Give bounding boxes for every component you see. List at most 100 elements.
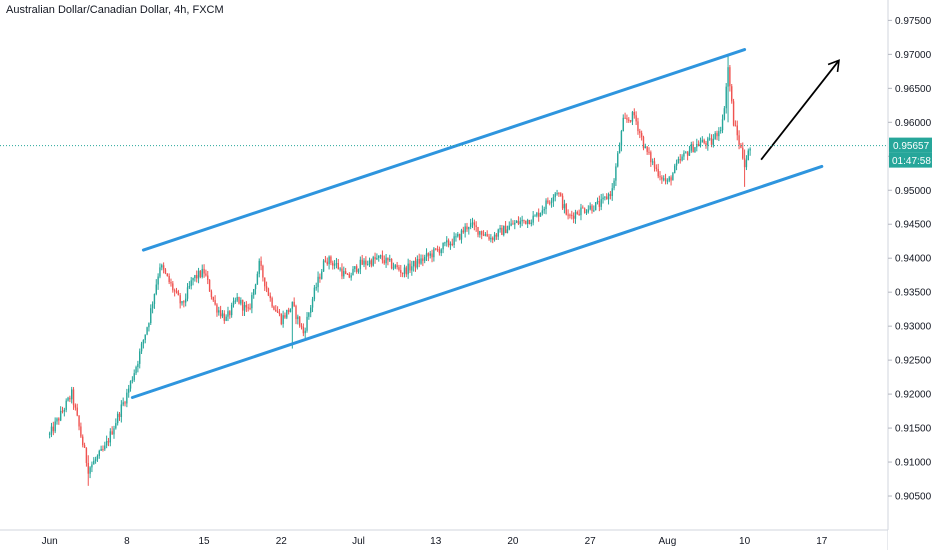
candle-body <box>186 287 189 299</box>
candle-body <box>587 209 590 213</box>
candle-body <box>466 226 468 230</box>
candle-body <box>199 270 202 277</box>
candle-body <box>122 402 124 405</box>
candle-body <box>530 222 533 225</box>
time-tick-label: 15 <box>199 536 211 547</box>
candle-body <box>317 276 319 288</box>
price-tick-label: 0.93500 <box>895 288 932 299</box>
candle-body <box>438 249 441 254</box>
candle-body <box>468 226 470 230</box>
candle-body <box>83 445 86 448</box>
time-axis[interactable]: Jun 8 15 22 Jul 13 20 27 Aug 10 17 <box>42 536 828 547</box>
candle-body <box>352 268 354 276</box>
candle-body <box>225 316 227 321</box>
candle-body <box>644 146 647 149</box>
candle-body <box>104 445 106 450</box>
candle-body <box>212 296 214 301</box>
candle-body <box>578 213 580 216</box>
candle-body <box>718 131 720 137</box>
candle-body <box>120 404 123 418</box>
candle-body <box>477 226 479 235</box>
candle-body <box>639 131 641 134</box>
candle-body <box>508 225 510 230</box>
candle-body <box>653 161 656 168</box>
candle-body <box>484 234 487 236</box>
candle-body <box>537 212 540 217</box>
candle-body <box>436 248 439 250</box>
candle-body <box>628 119 630 121</box>
candle-body <box>411 266 413 271</box>
candle-body <box>685 152 687 154</box>
candle-body <box>727 67 729 87</box>
candle-body <box>429 253 431 256</box>
time-tick-label: 10 <box>739 536 751 547</box>
price-tick-label: 0.93000 <box>895 322 932 333</box>
candle-body <box>582 207 584 209</box>
candle-body <box>556 193 558 195</box>
candle-body <box>197 270 200 279</box>
candle-body <box>453 236 455 245</box>
candle-body <box>188 285 191 288</box>
candle-body <box>127 388 130 393</box>
candle-body <box>102 449 104 451</box>
candle-body <box>214 300 216 305</box>
candle-body <box>607 194 610 200</box>
candle-body <box>229 311 231 316</box>
candle-body <box>286 309 288 318</box>
price-tick-label: 0.91500 <box>895 424 932 435</box>
candle-body <box>168 275 170 283</box>
candle-body <box>94 459 97 461</box>
price-tick-label: 0.96500 <box>895 84 932 95</box>
candle-body <box>469 223 472 227</box>
candle-body <box>87 462 89 474</box>
candle-body <box>343 271 345 277</box>
candle-body <box>725 86 727 109</box>
candle-body <box>245 305 248 308</box>
candle-body <box>184 298 187 303</box>
candle-body <box>688 150 691 156</box>
price-tick-label: 0.94500 <box>895 220 932 231</box>
candle-body <box>359 259 362 270</box>
candle-body <box>50 426 53 434</box>
candle-body <box>262 265 264 278</box>
candle-body <box>686 152 689 156</box>
candle-body <box>265 286 268 289</box>
candle-body <box>640 133 643 137</box>
candle-body <box>593 210 595 212</box>
candle-body <box>729 67 731 87</box>
candle-body <box>396 265 398 268</box>
candle-body <box>534 215 536 217</box>
candle-body <box>488 236 490 240</box>
candle-body <box>98 450 100 456</box>
candle-body <box>626 118 628 120</box>
candle-body <box>315 287 317 289</box>
candle-body <box>536 212 538 216</box>
candle-body <box>376 258 378 260</box>
candle-body <box>196 275 198 279</box>
candle-body <box>383 260 385 264</box>
candle-body <box>642 136 645 149</box>
candle-body <box>412 260 415 267</box>
candle-body <box>646 146 648 152</box>
candle-body <box>681 156 683 161</box>
candle-body <box>89 467 91 474</box>
candle-body <box>712 138 715 145</box>
price-axis[interactable]: 0.90500 0.91000 0.91500 0.92000 0.92500 0.930… <box>888 16 932 503</box>
candle-body <box>501 227 503 235</box>
candle-body <box>409 263 411 271</box>
candle-body <box>311 299 314 308</box>
candle-body <box>541 210 544 213</box>
candle-body <box>335 263 338 265</box>
candle-body <box>129 380 132 389</box>
candle-body <box>201 268 203 277</box>
candle-body <box>444 242 446 244</box>
candle-body <box>567 214 569 216</box>
candle-body <box>514 222 516 225</box>
candle-body <box>216 304 218 313</box>
candle-body <box>622 117 624 132</box>
candle-body <box>381 255 384 261</box>
candle-body <box>394 265 396 268</box>
candle-body <box>183 301 185 303</box>
candle-body <box>363 260 365 265</box>
